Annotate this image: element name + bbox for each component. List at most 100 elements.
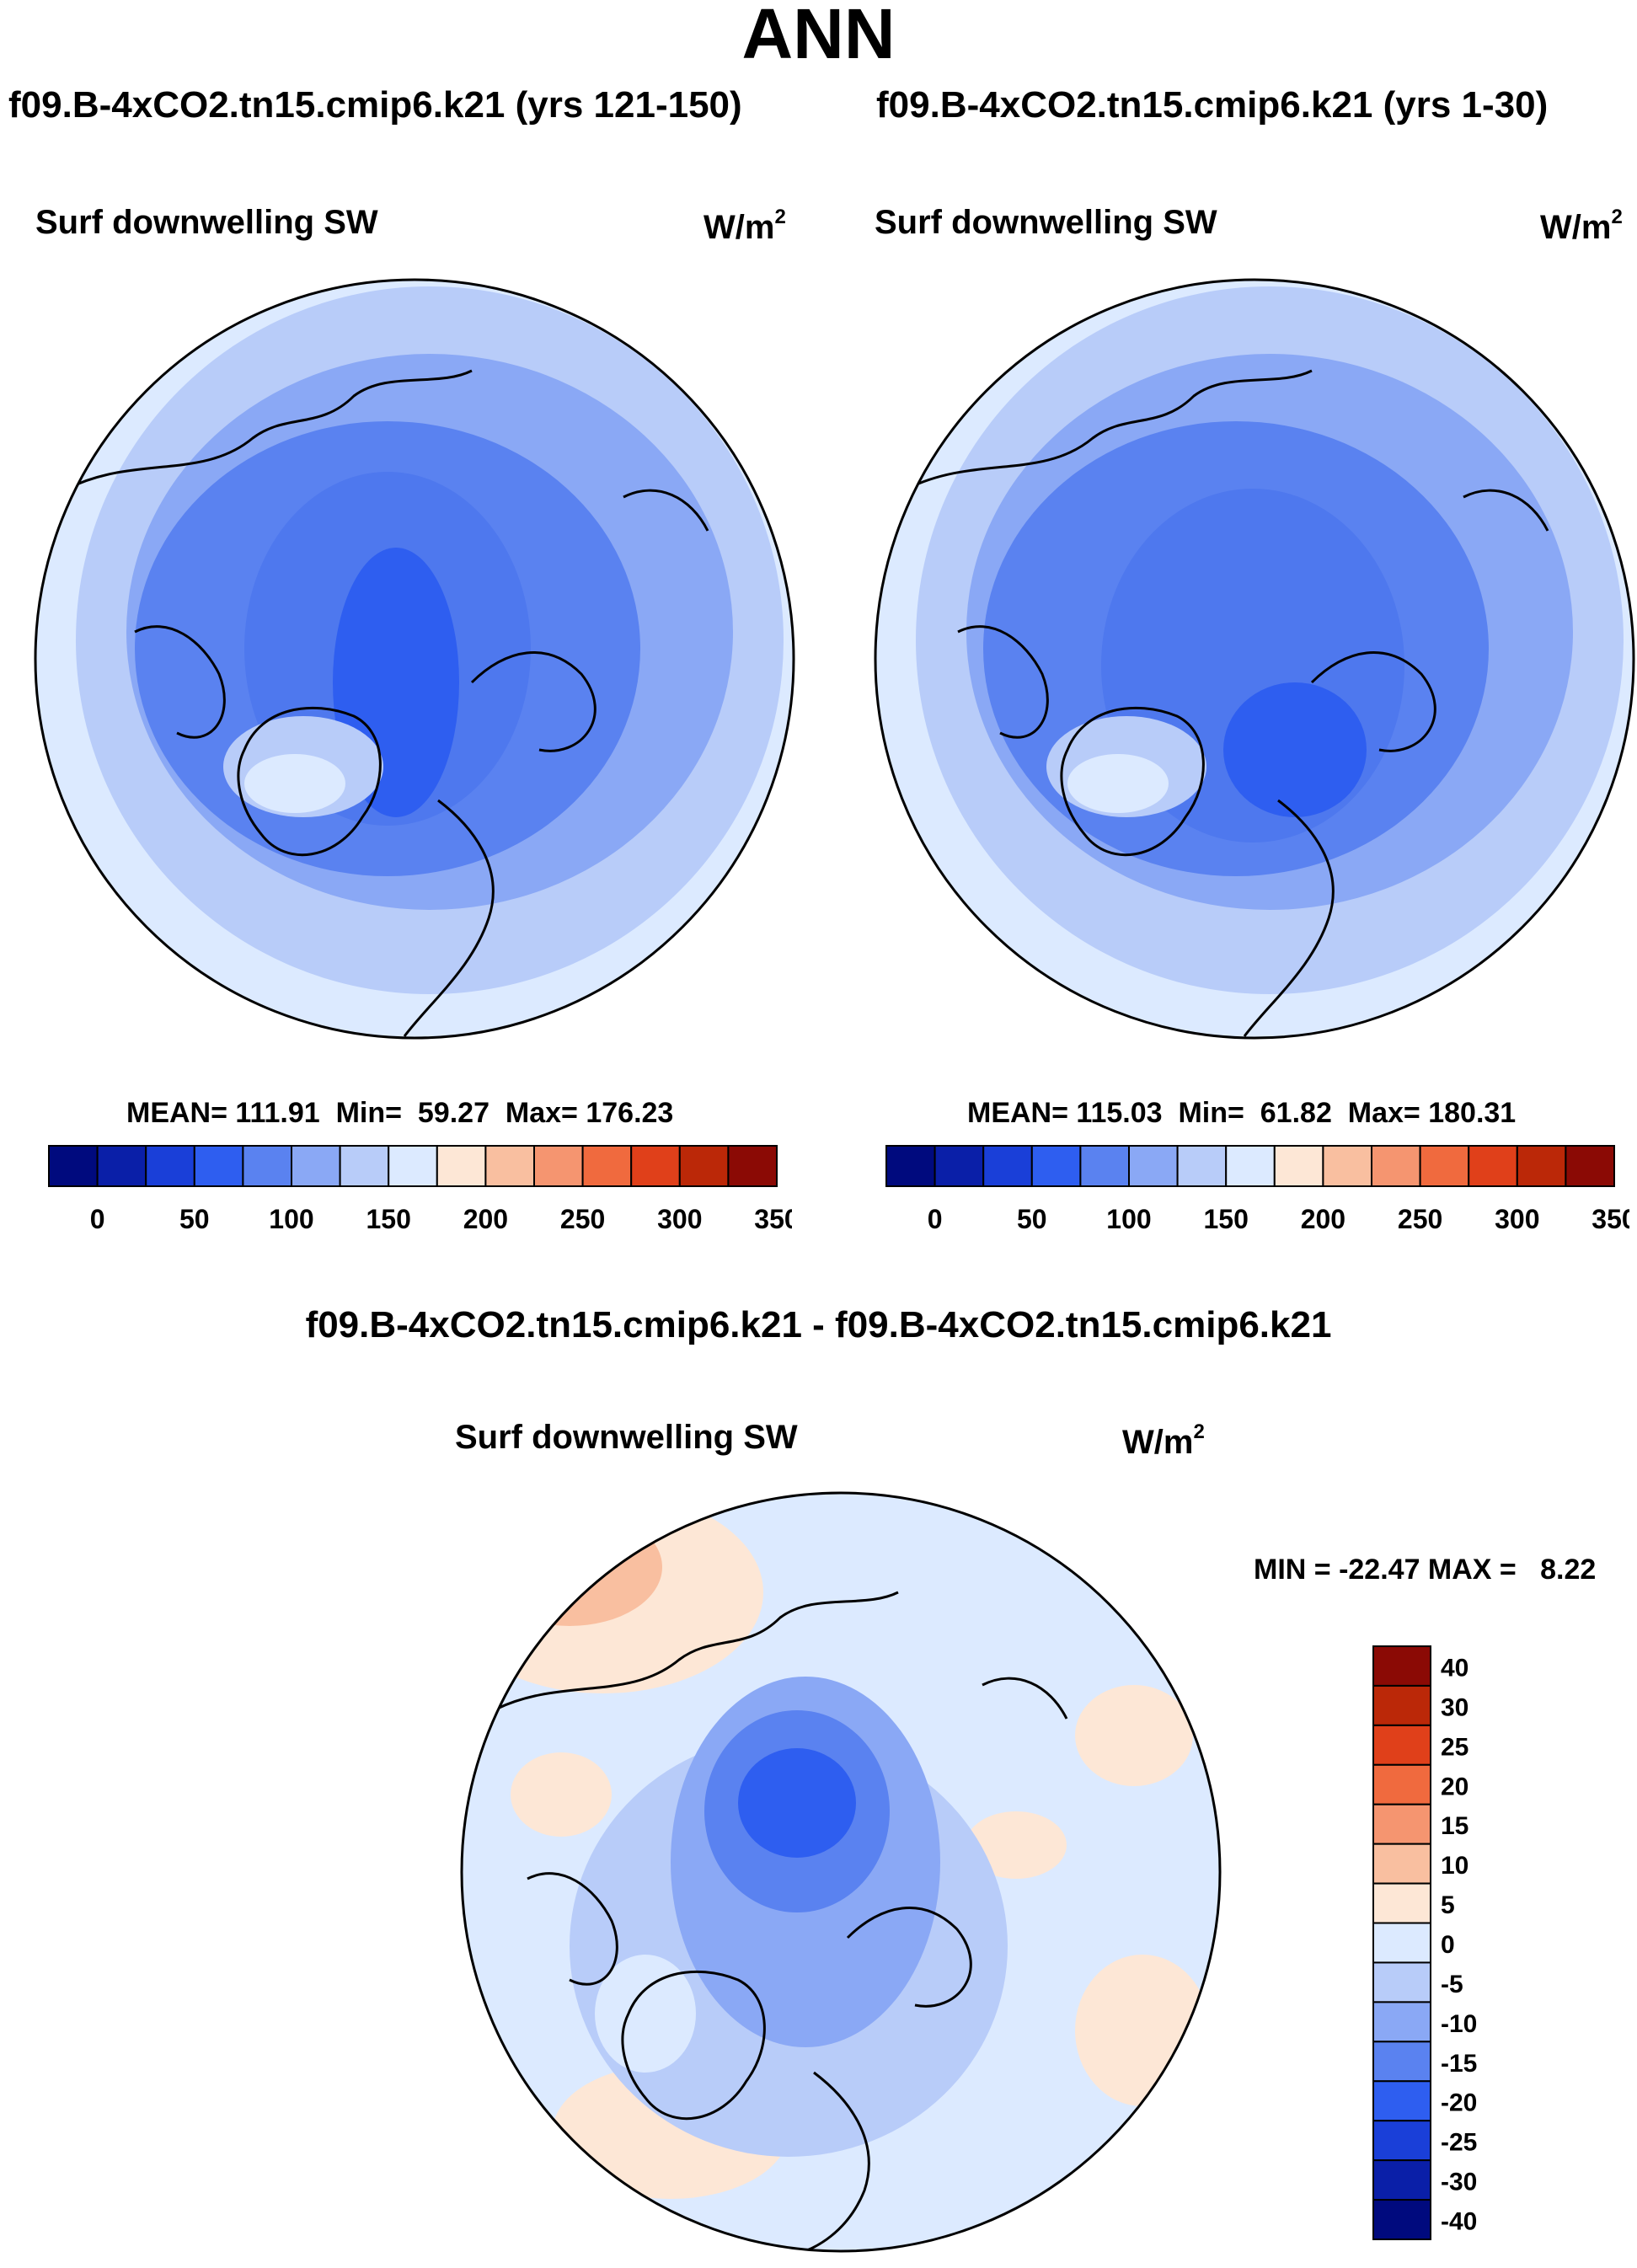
- colorbar-swatch: [1372, 1724, 1431, 1766]
- colorbar-swatch: [339, 1145, 390, 1187]
- colorbar-tick-label: -10: [1441, 2010, 1477, 2038]
- coastline: [470, 651, 596, 752]
- panel3-case-title: f09.B-4xCO2.tn15.cmip6.k21 - f09.B-4xCO2…: [305, 1304, 1332, 1345]
- colorbar-swatch: [1322, 1145, 1373, 1187]
- colorbar-swatch: [1371, 1145, 1421, 1187]
- colorbar-tick-label: 10: [1441, 1852, 1468, 1880]
- colorbar-swatch: [1372, 2199, 1431, 2240]
- panel1-stats: MEAN= 111.91 Min= 59.27 Max= 176.23: [126, 1097, 674, 1129]
- panel3-stats: MIN = -22.47 MAX = 8.22: [1254, 1554, 1597, 1586]
- colorbar-swatch: [145, 1145, 195, 1187]
- panel1-case-title: f09.B-4xCO2.tn15.cmip6.k21 (yrs 121-150): [8, 84, 742, 126]
- colorbar-swatch: [48, 1145, 99, 1187]
- colorbar-swatch: [436, 1145, 487, 1187]
- colorbar-tick-label: 0: [928, 1204, 943, 1234]
- colorbar-tick-label: 350: [1592, 1204, 1629, 1234]
- colorbar-tick-label: 50: [179, 1204, 210, 1234]
- colorbar-swatch: [581, 1145, 633, 1187]
- panel3-colorbar: 40 30 25 20 15 10 5 0 -5 -10 -15 -20 -25 -30 -40: [1372, 1645, 1477, 2240]
- colorbar-swatch: [1565, 1145, 1616, 1187]
- map-field: [511, 1752, 612, 1837]
- colorbar-tick-label: 150: [1204, 1204, 1249, 1234]
- colorbar-swatch: [1372, 1803, 1431, 1845]
- panel2-units: W/m2: [1540, 206, 1623, 246]
- colorbar-tick-label: -5: [1441, 1971, 1463, 1998]
- colorbar-tick-label: 0: [90, 1204, 105, 1234]
- panel1-map: [34, 278, 795, 1040]
- coastline: [237, 706, 382, 857]
- coastline: [1310, 651, 1436, 752]
- colorbar-swatch: [1372, 2120, 1431, 2162]
- coastline: [134, 625, 226, 739]
- colorbar-swatch: [291, 1145, 341, 1187]
- colorbar-swatch: [1030, 1145, 1082, 1187]
- map-outline: [460, 1491, 1222, 2253]
- coastline: [621, 1970, 766, 2121]
- panel3-map: [460, 1491, 1222, 2253]
- panel2-map: [874, 278, 1635, 1040]
- colorbar-tick-label: -15: [1441, 2050, 1477, 2078]
- colorbar-swatch: [934, 1145, 985, 1187]
- colorbar-swatch: [1419, 1145, 1470, 1187]
- colorbar-swatch: [630, 1145, 681, 1187]
- colorbar-tick-label: 300: [1495, 1204, 1539, 1234]
- colorbar-tick-label: 40: [1441, 1654, 1468, 1682]
- coastline: [67, 369, 473, 490]
- colorbar-swatch: [1225, 1145, 1276, 1187]
- colorbar-tick-label: 200: [1301, 1204, 1345, 1234]
- coastlines: [907, 369, 1549, 1037]
- colorbar-tick-label: 250: [1398, 1204, 1442, 1234]
- colorbar-tick-label: 0: [1441, 1931, 1455, 1959]
- colorbar-swatch: [885, 1145, 936, 1187]
- map-field: [1067, 754, 1169, 813]
- map-field: [738, 1748, 856, 1858]
- colorbar-tick-label: -40: [1441, 2208, 1477, 2236]
- colorbar-tick-label: -25: [1441, 2129, 1477, 2157]
- colorbar-tick-label: 20: [1441, 1773, 1468, 1800]
- colorbar-tick-label: 300: [657, 1204, 702, 1234]
- panel1-units: W/m2: [703, 206, 786, 246]
- colorbar-swatch: [1372, 1684, 1431, 1726]
- colorbar-swatch: [1372, 1843, 1431, 1885]
- colorbar-swatch: [484, 1145, 536, 1187]
- map-field: [595, 1955, 696, 2073]
- colorbar-tick-label: 200: [463, 1204, 508, 1234]
- colorbar-swatch: [1372, 2041, 1431, 2083]
- page-title: ANN: [741, 0, 896, 73]
- colorbar-swatch: [96, 1145, 147, 1187]
- colorbar-swatch: [1372, 2159, 1431, 2201]
- colorbar-swatch: [1372, 1922, 1431, 1964]
- coastline: [846, 1907, 972, 2008]
- coastline: [907, 369, 1313, 490]
- colorbar-swatch: [1372, 2001, 1431, 2043]
- map-field: [1223, 682, 1367, 817]
- colorbar-swatch: [1372, 2080, 1431, 2122]
- panel2-colorbar: 0 50 100 150 200 250 300 350: [885, 1145, 1629, 1234]
- coastline: [1060, 706, 1205, 857]
- colorbar-swatch: [1273, 1145, 1324, 1187]
- coastline: [957, 625, 1049, 739]
- colorbar-tick-label: 250: [560, 1204, 605, 1234]
- colorbar-tick-label: 30: [1441, 1693, 1468, 1721]
- colorbar-swatch: [727, 1145, 778, 1187]
- colorbar-tick-label: 5: [1441, 1891, 1455, 1919]
- map-field: [244, 754, 345, 813]
- coastline: [1463, 489, 1549, 532]
- colorbar-swatch: [678, 1145, 730, 1187]
- colorbar-tick-label: 150: [366, 1204, 411, 1234]
- colorbar-swatch: [1176, 1145, 1228, 1187]
- colorbar-swatch: [533, 1145, 584, 1187]
- colorbar-swatch: [388, 1145, 438, 1187]
- colorbar-swatch: [193, 1145, 244, 1187]
- colorbar-tick-label: 15: [1441, 1812, 1468, 1840]
- colorbar-swatch: [1372, 1645, 1431, 1687]
- panel2-case-title: f09.B-4xCO2.tn15.cmip6.k21 (yrs 1-30): [876, 84, 1549, 126]
- colorbar-tick-label: 100: [269, 1204, 313, 1234]
- panel2-stats: MEAN= 115.03 Min= 61.82 Max= 180.31: [967, 1097, 1517, 1129]
- colorbar-swatch: [1079, 1145, 1130, 1187]
- map-field: [1075, 1685, 1193, 1786]
- panel1-colorbar: 0 50 100 150 200 250 300 350: [48, 1145, 792, 1234]
- colorbar-swatch: [1372, 1882, 1431, 1924]
- colorbar-swatch: [1372, 1961, 1431, 2003]
- panel3-variable-label: Surf downwelling SW: [455, 1419, 798, 1456]
